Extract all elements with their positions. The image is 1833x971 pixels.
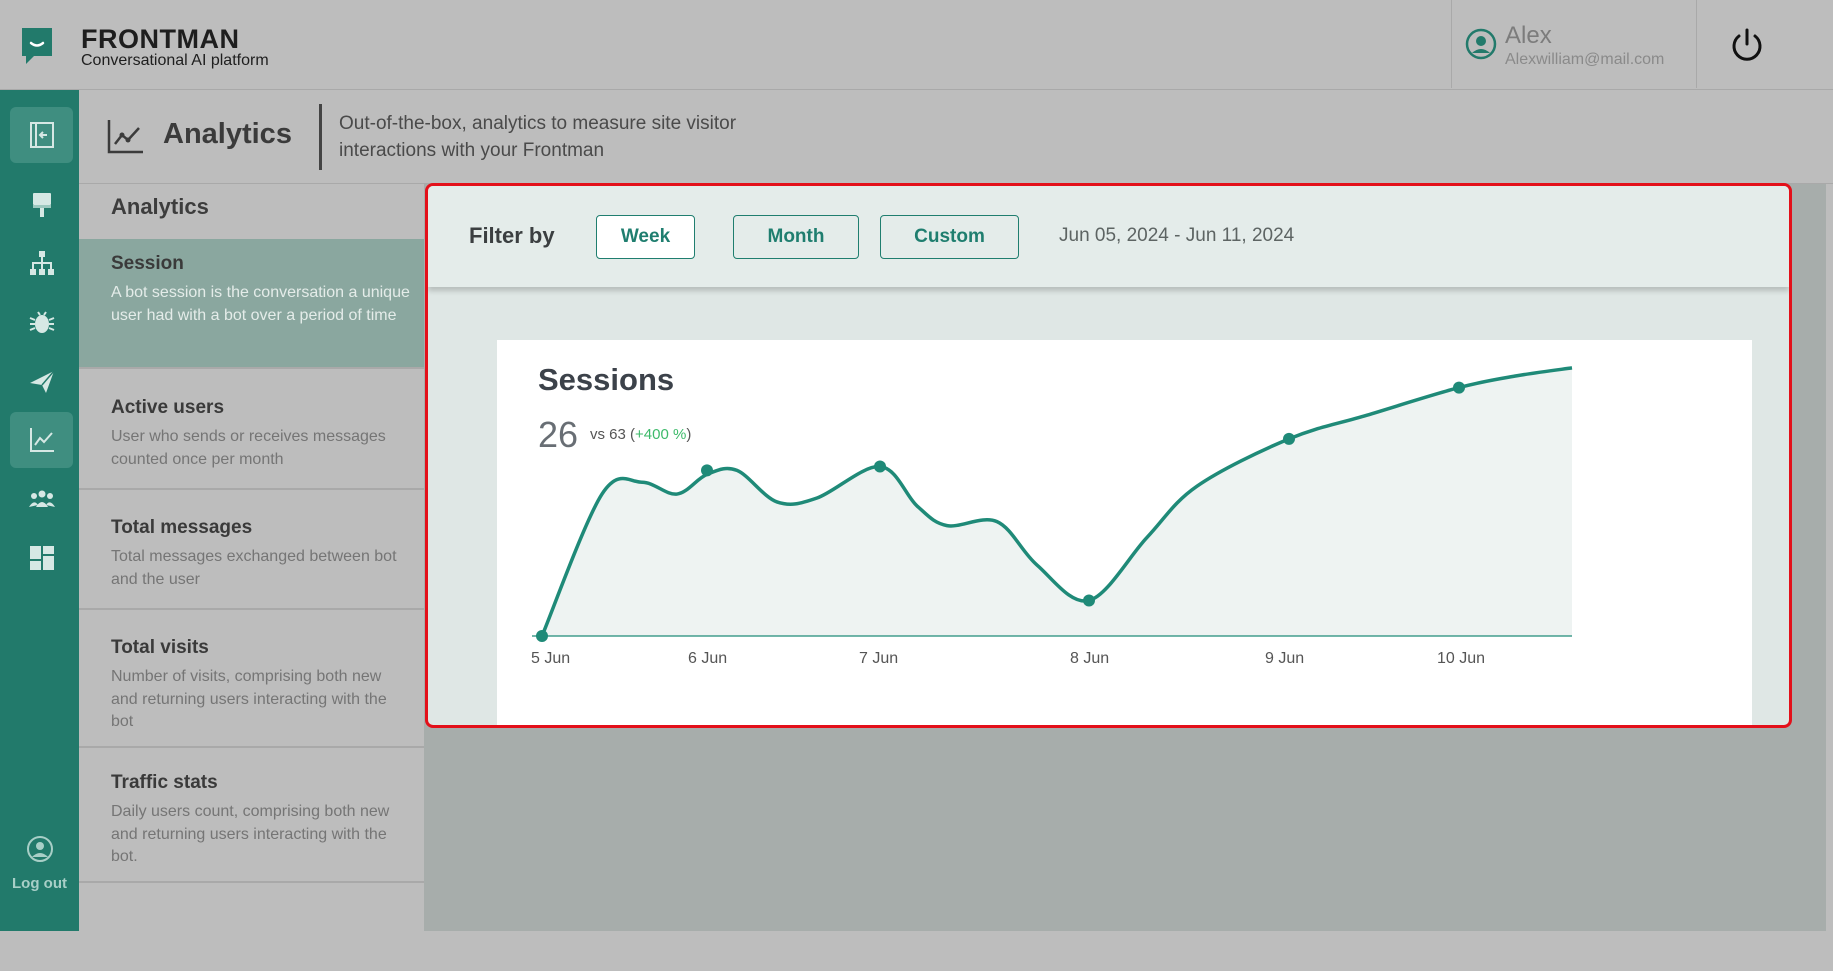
page-header: Analytics Out-of-the-box, analytics to m… bbox=[79, 90, 1833, 184]
filter-week-button[interactable]: Week bbox=[596, 215, 695, 259]
nav-analytics[interactable] bbox=[10, 412, 73, 468]
logout-user-icon bbox=[26, 836, 53, 862]
menu-item-desc: Number of visits, comprising both new an… bbox=[111, 668, 387, 730]
paper-plane-icon bbox=[29, 370, 55, 393]
analytics-menu: Analytics Session A bot session is the c… bbox=[79, 184, 424, 931]
menu-item-active-users[interactable]: Active users User who sends or receives … bbox=[79, 383, 424, 490]
close-paren: ) bbox=[686, 426, 692, 443]
user-avatar-icon bbox=[1465, 28, 1497, 60]
x-tick-label: 6 Jun bbox=[688, 650, 727, 667]
menu-item-desc: Total messages exchanged between bot and… bbox=[111, 548, 397, 588]
menu-item-session[interactable]: Session A bot session is the conversatio… bbox=[79, 239, 424, 369]
vs-text: vs 63 ( bbox=[590, 426, 636, 443]
date-range: Jun 05, 2024 - Jun 11, 2024 bbox=[1059, 225, 1295, 246]
paint-brush-icon bbox=[32, 193, 51, 217]
sessions-area-fill bbox=[542, 367, 1572, 636]
analytics-icon bbox=[29, 428, 54, 452]
sitemap-icon bbox=[29, 251, 54, 275]
users-group-icon bbox=[28, 490, 55, 507]
menu-item-title: Active users bbox=[111, 397, 225, 418]
nav-users[interactable] bbox=[10, 471, 73, 527]
x-tick-label: 8 Jun bbox=[1070, 650, 1109, 667]
data-point[interactable] bbox=[701, 464, 713, 477]
menu-item-desc: User who sends or receives messages coun… bbox=[111, 428, 386, 468]
data-point[interactable] bbox=[1453, 381, 1465, 394]
menu-item-title: Total visits bbox=[111, 637, 209, 658]
menu-item-title: Traffic stats bbox=[111, 772, 218, 793]
menu-item-title: Total messages bbox=[111, 517, 253, 538]
sessions-series-line bbox=[540, 366, 1573, 637]
analytics-icon bbox=[107, 120, 143, 154]
nav-flow[interactable] bbox=[10, 235, 73, 291]
data-point[interactable] bbox=[1283, 432, 1295, 445]
brand-title: FRONTMAN bbox=[81, 24, 240, 54]
nav-bugs[interactable] bbox=[10, 294, 73, 350]
sessions-line-chart: 5 Jun 6 Jun 7 Jun 8 Jun 9 Jun 10 Jun bbox=[531, 366, 1573, 667]
data-point[interactable] bbox=[1083, 594, 1095, 607]
title-divider bbox=[319, 104, 322, 170]
delta-percent: +400 % bbox=[635, 426, 687, 443]
nav-dashboard[interactable] bbox=[10, 530, 73, 586]
nav-broadcast[interactable] bbox=[10, 353, 73, 409]
analytics-menu-heading: Analytics bbox=[111, 194, 209, 219]
menu-item-total-visits[interactable]: Total visits Number of visits, comprisin… bbox=[79, 623, 424, 748]
x-tick-label: 9 Jun bbox=[1265, 650, 1304, 667]
logout-button[interactable]: Log out bbox=[0, 835, 79, 892]
page-title: Analytics bbox=[163, 118, 292, 150]
chart-title: Sessions bbox=[538, 362, 675, 397]
dashboard-icon bbox=[29, 546, 54, 570]
collapse-icon bbox=[29, 122, 54, 148]
filter-month-button[interactable]: Month bbox=[733, 215, 859, 259]
filter-bar: Filter by Week Month Custom Jun 05, 2024… bbox=[428, 186, 1789, 287]
collapse-sidebar-button[interactable] bbox=[10, 107, 73, 163]
brand-subtitle: Conversational AI platform bbox=[81, 52, 269, 69]
power-icon[interactable] bbox=[1728, 26, 1766, 64]
menu-item-desc: A bot session is the conversation a uniq… bbox=[111, 284, 410, 324]
x-tick-label: 5 Jun bbox=[531, 650, 570, 667]
x-tick-label: 7 Jun bbox=[859, 650, 898, 667]
filter-label: Filter by bbox=[469, 223, 555, 248]
x-tick-label: 10 Jun bbox=[1437, 650, 1485, 667]
menu-item-title: Session bbox=[111, 253, 184, 274]
menu-item-desc: Daily users count, comprising both new a… bbox=[111, 803, 390, 865]
nav-customize[interactable] bbox=[10, 176, 73, 232]
left-nav-rail: Log out bbox=[0, 90, 79, 931]
menu-item-traffic-stats[interactable]: Traffic stats Daily users count, compris… bbox=[79, 758, 424, 883]
sessions-panel: Filter by Week Month Custom Jun 05, 2024… bbox=[425, 183, 1792, 728]
menu-item-total-messages[interactable]: Total messages Total messages exchanged … bbox=[79, 503, 424, 610]
logout-label: Log out bbox=[12, 875, 67, 892]
top-header: FRONTMAN Conversational AI platform Alex… bbox=[0, 0, 1833, 90]
filter-custom-button[interactable]: Custom bbox=[880, 215, 1019, 259]
sessions-chart-card: 5 Jun 6 Jun 7 Jun 8 Jun 9 Jun 10 Jun Sessions… bbox=[497, 340, 1752, 725]
bug-icon bbox=[29, 311, 54, 333]
data-point[interactable] bbox=[874, 460, 886, 473]
sessions-count: 26 bbox=[538, 414, 579, 455]
user-name: Alex bbox=[1505, 22, 1552, 49]
page-description: Out-of-the-box, analytics to measure sit… bbox=[339, 113, 737, 161]
sessions-comparison: vs 63 (+400 %) bbox=[590, 426, 691, 443]
user-email: Alexwilliam@mail.com bbox=[1505, 51, 1665, 68]
frontman-logo-icon bbox=[22, 28, 52, 64]
data-point[interactable] bbox=[536, 630, 548, 642]
user-profile[interactable]: Alex Alexwilliam@mail.com bbox=[1451, 0, 1697, 88]
